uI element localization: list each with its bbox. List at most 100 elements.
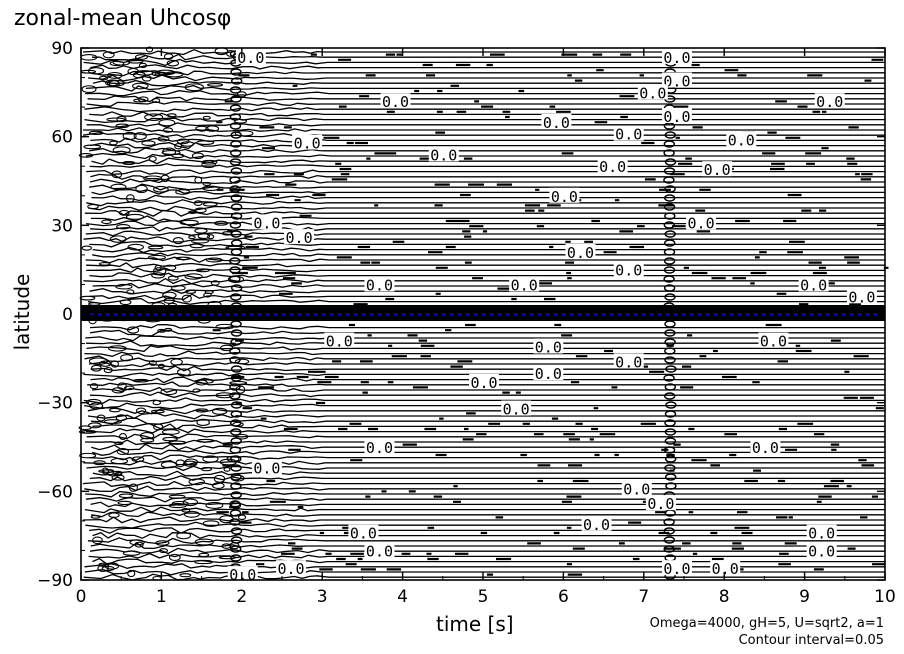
equator-band [81,305,885,321]
contour-label: 0.0 [663,49,690,67]
contour-label: 0.0 [623,480,650,498]
contour-label-bg [806,524,837,540]
contour-label: 0.0 [535,365,562,383]
parameters-note: Omega=4000, gH=5, U=sqrt2, a=1 [649,616,884,631]
y-tick-label: −90 [37,571,73,591]
contour-label-bg [798,276,829,292]
contour-label-bg [509,276,540,292]
y-axis-label: latitude [10,273,34,351]
contour-label-bg [613,125,644,141]
contour-label: 0.0 [848,288,875,306]
contour-noise-region [78,46,254,581]
contour-label-bg [814,93,845,109]
contour-label-bg [380,93,411,109]
contour-label-bg [235,48,266,64]
contour-label-bg [549,187,580,203]
x-tick-label: 3 [317,587,328,607]
contour-label-bg [533,338,564,354]
x-axis-label: time [s] [436,612,514,636]
contour-label: 0.0 [511,276,538,294]
x-tick-label: 1 [156,587,167,607]
contour-label: 0.0 [350,525,377,543]
contour-label-bg [750,439,781,454]
contour-label: 0.0 [366,439,393,457]
contour-label-bg [251,214,282,230]
contour-label: 0.0 [382,93,409,111]
contour-label: 0.0 [237,49,264,67]
contour-label: 0.0 [615,126,642,144]
contour-label-bg [533,365,564,381]
x-tick-label: 6 [558,587,569,607]
contour-label-bg [364,542,395,558]
x-tick-label: 5 [478,587,489,607]
contour-label-bg [661,560,692,576]
contour-label: 0.0 [286,229,313,247]
y-tick-label: 90 [51,39,73,59]
x-tick-label: 8 [719,587,730,607]
contour-label-bg [645,495,676,511]
contour-label: 0.0 [752,439,779,457]
contour-label: 0.0 [229,566,256,584]
contour-label: 0.0 [816,93,843,111]
contour-label-bg [726,131,757,147]
x-tick-label: 7 [638,587,649,607]
contour-label: 0.0 [704,161,731,179]
contour-label: 0.0 [326,333,353,351]
contour-label: 0.0 [688,214,715,232]
contour-label-bg [710,560,741,576]
contour-label-bg [661,48,692,64]
contour-label-bg [364,276,395,292]
contour-label-bg [565,243,596,259]
contour-label-bg [292,134,323,150]
contour-label: 0.0 [808,525,835,543]
contour-label-bg [806,542,837,558]
contour-label: 0.0 [808,542,835,560]
contour-label: 0.0 [551,188,578,206]
contour-label: 0.0 [503,401,530,419]
contour-label: 0.0 [430,146,457,164]
contour-label-bg [637,84,668,100]
contour-label-bg [251,459,282,475]
contour-label-bg [469,373,499,389]
contour-label: 0.0 [728,132,755,150]
contour-label-bg [702,161,733,177]
contour-label-bg [621,480,652,496]
contour-label-bg [501,400,532,416]
contour-label: 0.0 [615,353,642,371]
contour-label-bg [581,515,612,531]
contour-label: 0.0 [760,333,787,351]
contour-label: 0.0 [663,73,690,91]
contour-label-bg [597,158,628,174]
contour-label-bg [348,524,379,540]
y-tick-label: −60 [37,482,73,502]
contour-label: 0.0 [277,560,304,578]
contour-label-bg [284,229,315,245]
contour-label: 0.0 [663,560,690,578]
x-tick-label: 9 [799,587,810,607]
y-tick-label: 0 [62,305,73,325]
contour-label-bg [276,560,307,576]
y-tick-label: 60 [51,128,73,148]
contour-label: 0.0 [639,84,666,102]
contour-label: 0.0 [470,374,497,392]
contour-label-bg [686,214,717,230]
contour-label: 0.0 [647,495,674,513]
contour-label: 0.0 [567,244,594,262]
x-tick-label: 4 [397,587,408,607]
contour-label: 0.0 [294,135,321,153]
chart-title: zonal-mean Uhcosφ [14,6,232,31]
contour-label: 0.0 [366,276,393,294]
contour-label: 0.0 [253,214,280,232]
contour-label-bg [613,353,644,369]
contour-label: 0.0 [253,460,280,478]
contour-label-bg [661,72,692,88]
contour-label: 0.0 [543,114,570,132]
contour-label-bg [613,261,644,277]
contour-label-bg [541,113,572,129]
contour-label: 0.0 [663,108,690,126]
contour-interval-note: Contour interval=0.05 [738,633,884,648]
x-tick-label: 0 [76,587,87,607]
contour-dashes [212,53,889,576]
contour-label-bg [758,332,789,348]
